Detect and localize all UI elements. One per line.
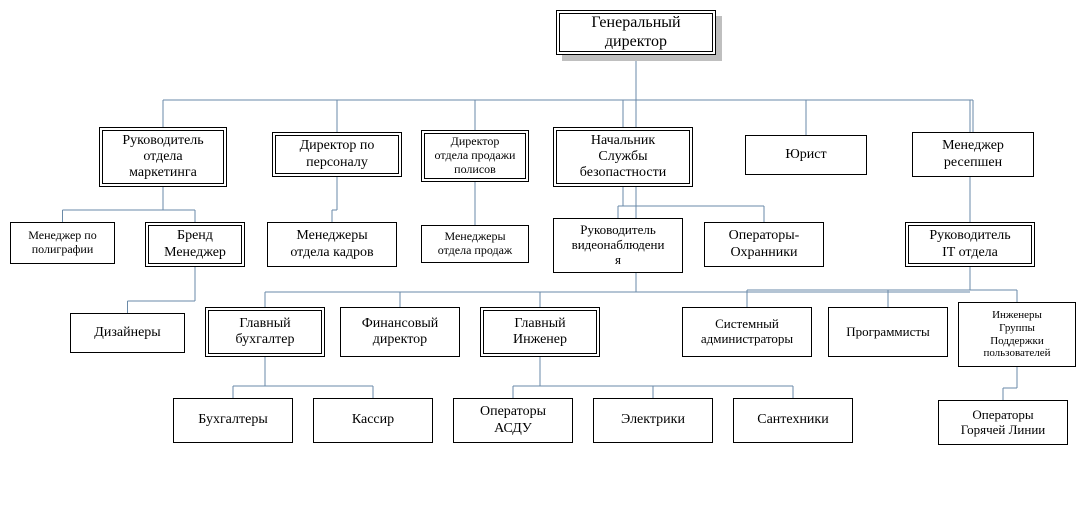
node-plumbers: Сантехники xyxy=(733,398,853,443)
node-root: Генеральныйдиректор xyxy=(556,10,716,55)
node-security: НачальникСлужбыбезопастности xyxy=(553,127,693,187)
node-label: Главныйбухгалтер xyxy=(236,316,295,348)
node-designers: Дизайнеры xyxy=(70,313,185,353)
node-marketing: Руководительотделамаркетинга xyxy=(99,127,227,187)
node-label: Менеджерресепшен xyxy=(942,138,1004,170)
node-findir: Финансовыйдиректор xyxy=(340,307,460,357)
node-reception: Менеджерресепшен xyxy=(912,132,1034,177)
node-chiefeng: ГлавныйИнженер xyxy=(480,307,600,357)
node-label: Менеджерыотдела продаж xyxy=(438,230,512,258)
node-label: Директоротдела продажиполисов xyxy=(435,135,516,176)
node-brand: БрендМенеджер xyxy=(145,222,245,267)
node-video: Руководительвидеонаблюдения xyxy=(553,218,683,273)
node-label: Юрист xyxy=(785,147,826,163)
node-label: Менеджерыотдела кадров xyxy=(290,228,373,260)
node-label: Системныйадминистраторы xyxy=(701,317,793,347)
node-hotline: ОператорыГорячей Линии xyxy=(938,400,1068,445)
node-ithead: РуководительIT отдела xyxy=(905,222,1035,267)
node-label: Руководительвидеонаблюдения xyxy=(572,223,665,268)
node-label: РуководительIT отдела xyxy=(929,228,1010,260)
node-asdu: ОператорыАСДУ xyxy=(453,398,573,443)
node-salesmgrs: Менеджерыотдела продаж xyxy=(421,225,529,263)
node-guards: Операторы-Охранники xyxy=(704,222,824,267)
node-electricians: Электрики xyxy=(593,398,713,443)
node-label: Директор поперсоналу xyxy=(300,138,375,170)
node-label: ГлавныйИнженер xyxy=(513,316,567,348)
node-label: Бухгалтеры xyxy=(198,412,268,428)
node-label: Кассир xyxy=(352,412,394,428)
node-programmers: Программисты xyxy=(828,307,948,357)
node-label: БрендМенеджер xyxy=(164,228,226,260)
node-label: Электрики xyxy=(621,412,685,428)
node-chiefacc: Главныйбухгалтер xyxy=(205,307,325,357)
node-hr: Директор поперсоналу xyxy=(272,132,402,177)
node-cashier: Кассир xyxy=(313,398,433,443)
node-label: НачальникСлужбыбезопастности xyxy=(580,133,666,181)
org-chart-canvas: Генеральныйдиректор Руководительотделамар… xyxy=(0,0,1092,509)
node-label: Менеджер пополиграфии xyxy=(28,229,96,257)
node-poly: Менеджер пополиграфии xyxy=(10,222,115,264)
node-hrmgrs: Менеджерыотдела кадров xyxy=(267,222,397,267)
node-label: Программисты xyxy=(846,325,930,340)
node-label: Операторы-Охранники xyxy=(729,228,800,260)
node-label: ИнженерыГруппыПоддержкипользователей xyxy=(983,309,1050,360)
node-support: ИнженерыГруппыПоддержкипользователей xyxy=(958,302,1076,367)
node-label: Дизайнеры xyxy=(94,325,160,341)
node-label: Генеральныйдиректор xyxy=(591,14,680,51)
node-label: Финансовыйдиректор xyxy=(362,316,438,348)
node-accountants: Бухгалтеры xyxy=(173,398,293,443)
node-label: Сантехники xyxy=(757,412,828,428)
node-label: ОператорыГорячей Линии xyxy=(961,408,1046,438)
node-lawyer: Юрист xyxy=(745,135,867,175)
node-sales: Директоротдела продажиполисов xyxy=(421,130,529,182)
node-sysadmin: Системныйадминистраторы xyxy=(682,307,812,357)
node-label: Руководительотделамаркетинга xyxy=(122,133,203,181)
node-label: ОператорыАСДУ xyxy=(480,404,546,436)
